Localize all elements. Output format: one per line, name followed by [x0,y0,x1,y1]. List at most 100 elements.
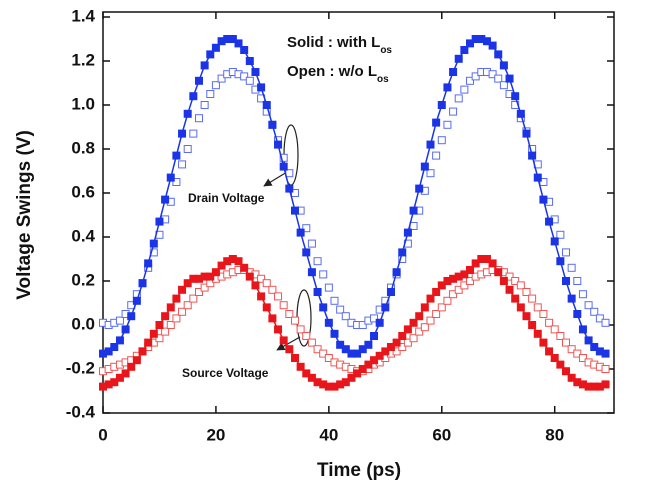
data-point [285,345,294,354]
data-point [443,83,452,92]
data-point [578,354,587,362]
data-point [183,109,192,118]
data-point [426,294,435,303]
data-point [556,230,565,239]
data-point [290,316,299,325]
data-point [194,114,203,123]
data-point [189,294,198,303]
data-point [132,356,141,365]
data-point [279,336,288,345]
data-point [110,378,119,387]
data-point [240,46,249,54]
data-point [336,305,345,314]
data-point [172,178,181,186]
data-point [454,94,463,103]
data-point [595,314,604,323]
data-point [403,325,412,334]
data-point [324,318,333,327]
data-point [178,285,187,294]
data-point [511,294,520,303]
data-point [245,57,254,65]
data-point [573,277,582,285]
data-point [115,316,124,325]
data-point [454,54,463,63]
data-point [313,345,322,354]
data-point [460,85,469,94]
data-point [488,259,497,268]
data-point [302,248,311,257]
data-point [426,140,435,149]
data-point [302,369,311,378]
callout-arrow [276,336,301,351]
annotation-subscript: os [380,45,392,56]
data-point [172,151,181,160]
data-point [392,268,401,277]
data-point [466,39,475,48]
data-point [545,318,554,327]
data-point [178,160,187,169]
data-point [494,50,503,59]
data-point [364,340,373,349]
data-point [370,332,379,340]
data-point [319,303,328,312]
data-point [206,50,215,59]
data-point [251,281,260,290]
data-point [279,301,288,310]
data-point [290,206,299,215]
data-point [505,74,514,83]
data-point [194,76,203,85]
y-tick-label: 0.0 [71,314,95,333]
data-point [381,347,390,356]
data-point [420,303,429,312]
y-tick-label: -0.2 [66,358,95,377]
data-point [257,292,266,301]
data-point [138,347,147,356]
data-point [460,270,469,279]
data-point [562,248,571,257]
data-point [567,373,576,382]
data-point [370,356,379,365]
series-line [102,38,606,355]
data-point [601,349,610,358]
data-point [217,261,226,270]
data-point [296,325,305,334]
data-point [499,61,508,70]
data-point [398,343,407,351]
data-point [545,347,554,356]
data-point [409,334,418,343]
annotation: Solid : with Los [287,34,392,56]
x-axis-label: Time (ps) [317,460,401,481]
data-point [567,294,576,303]
data-point [573,310,582,318]
data-point [274,292,283,301]
data-point [262,303,271,312]
data-point [149,239,158,248]
data-point [449,68,458,76]
data-point [499,81,508,90]
data-point [307,338,316,347]
data-point [166,303,175,312]
data-point [460,46,469,54]
data-point [110,343,119,351]
data-point [262,279,271,288]
data-point [104,347,113,356]
data-point [539,178,548,186]
data-point [211,268,220,277]
data-point [471,72,480,81]
x-tick-label: 20 [206,425,225,444]
data-point [285,169,294,178]
data-point [398,332,407,340]
data-point [505,285,514,294]
data-point [358,321,367,329]
data-point [183,145,192,153]
data-point [358,365,367,373]
data-point [234,257,243,266]
data-point [432,151,441,160]
data-point [550,237,559,246]
data-point [471,259,480,268]
data-point [257,83,266,92]
data-point [206,272,215,281]
data-point [330,296,339,305]
x-tick-label: 0 [98,425,107,444]
y-tick-label: 0.8 [71,138,95,157]
